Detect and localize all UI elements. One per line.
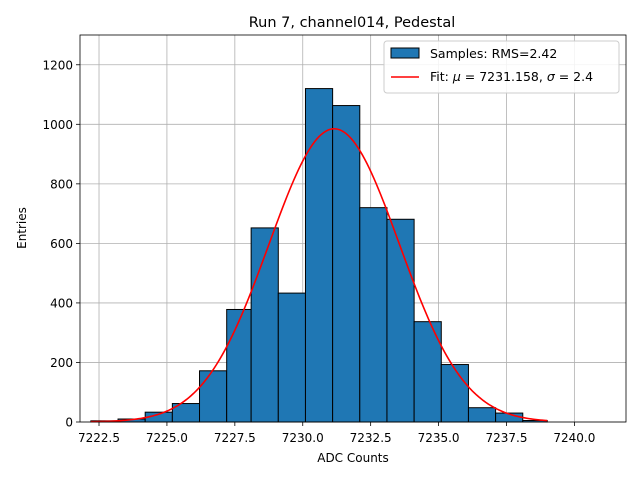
plot-frame — [79, 34, 627, 423]
legend-fit-prefix: Fit: — [430, 69, 453, 84]
x-tick-label: 7237.5 — [485, 431, 527, 445]
y-axis-ticks: 0 200 400 600 800 1000 1200 — [42, 58, 80, 430]
histogram-bar — [332, 105, 361, 423]
y-tick-label: 1200 — [42, 58, 73, 72]
x-axis-ticks: 7222.5 7225.0 7227.5 7230.0 7232.5 7235.0 7237… — [78, 422, 595, 445]
legend-swatch-samples — [390, 47, 420, 59]
fit-curve — [90, 127, 548, 423]
y-tick-label: 0 — [65, 416, 73, 430]
legend-label-fit: Fit: μ = 7231.158, σ = 2.4 — [430, 69, 593, 84]
histogram-bar — [467, 407, 497, 423]
y-tick-label: 1000 — [42, 118, 73, 132]
legend: Samples: RMS=2.42 Fit: μ = 7231.158, σ =… — [383, 40, 620, 94]
legend-fit-sigma-symbol: σ — [547, 69, 556, 84]
gaussian-fit — [90, 127, 548, 423]
x-tick-label: 7230.0 — [282, 431, 324, 445]
histogram-bar — [277, 292, 306, 423]
x-tick-label: 7227.5 — [214, 431, 256, 445]
x-tick-label: 7222.5 — [78, 431, 120, 445]
x-tick-label: 7225.0 — [146, 431, 188, 445]
histogram-bar — [226, 308, 252, 423]
histogram-bar — [304, 88, 334, 423]
x-axis-label: ADC Counts — [317, 451, 389, 465]
y-tick-label: 600 — [50, 237, 73, 251]
legend-fit-mu-symbol: μ — [452, 69, 461, 84]
legend-label-samples: Samples: RMS=2.42 — [430, 46, 557, 61]
y-axis-label: Entries — [15, 207, 29, 249]
histogram-bar — [199, 370, 228, 423]
x-tick-label: 7232.5 — [350, 431, 392, 445]
histogram-bar — [359, 207, 388, 423]
legend-box — [383, 40, 620, 94]
chart-title: Run 7, channel014, Pedestal — [249, 15, 456, 31]
x-tick-label: 7235.0 — [418, 431, 460, 445]
y-tick-label: 800 — [50, 177, 73, 191]
y-tick-label: 200 — [50, 356, 73, 370]
histogram-bar — [440, 364, 469, 423]
histogram-bar — [386, 218, 415, 423]
y-tick-label: 400 — [50, 296, 73, 310]
x-tick-label: 7240.0 — [553, 431, 595, 445]
legend-fit-sigma-value: = 2.4 — [555, 69, 593, 84]
legend-fit-mu-value: = 7231.158, — [461, 69, 547, 84]
